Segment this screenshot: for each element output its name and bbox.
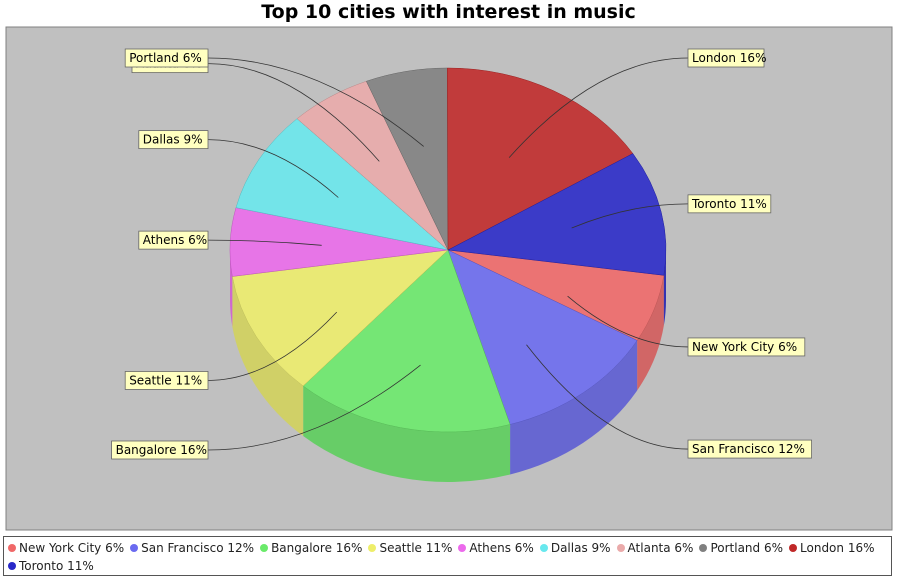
slice-label-dallas: Dallas 9% [143, 133, 203, 147]
pie-slice-san-francisco[interactable] [447, 249, 638, 425]
legend-swatch-icon [8, 562, 16, 570]
slice-label-box-toronto [687, 194, 772, 214]
slice-label-london: London 16% [692, 51, 766, 65]
slice-label-box-portland [124, 48, 209, 68]
legend-swatch-icon [616, 544, 625, 552]
legend-item-athens: Athens 6% [458, 539, 534, 557]
pie-slice-toronto[interactable] [447, 153, 667, 276]
slice-label-athens: Athens 6% [143, 233, 207, 247]
slice-label-box-dallas [138, 130, 209, 150]
slice-label-box-london [687, 48, 765, 68]
pie-side-seattle [232, 276, 304, 437]
legend: New York City 6% San Francisco 12% Bangalo… [3, 536, 892, 576]
pie-chart: New York City 6% San Francisco 12% Bangalo… [5, 26, 893, 531]
slice-label-box-seattle [124, 371, 209, 390]
slice-label-box-athens [138, 230, 209, 250]
legend-swatch-icon [458, 544, 467, 552]
pie-slice-dallas[interactable] [235, 118, 449, 251]
pie-side-san-francisco [510, 340, 638, 475]
chart-title: Top 10 cities with interest in music [261, 1, 636, 23]
legend-item-bangalore: Bangalore 16% [260, 539, 362, 557]
pie-slice-bangalore[interactable] [302, 249, 511, 433]
legend-item-portland: Portland 6% [699, 539, 783, 557]
leader-line-bangalore [207, 364, 421, 451]
leader-line-new-york-city [567, 295, 689, 348]
legend-label: San Francisco 12% [141, 541, 255, 555]
leader-line-athens [207, 239, 322, 246]
legend-swatch-icon [539, 544, 548, 552]
legend-item-toronto: Toronto 11% [8, 557, 94, 575]
slice-label-bangalore: Bangalore 16% [116, 443, 207, 457]
legend-label: Dallas 9% [550, 541, 611, 555]
pie-slice-seattle[interactable] [232, 249, 449, 387]
pie-slice-london[interactable] [447, 67, 634, 251]
legend-swatch-icon [699, 544, 708, 552]
leader-line-dallas [207, 139, 339, 198]
leader-line-seattle [207, 311, 338, 381]
legend-label: Atlanta 6% [627, 541, 694, 555]
slice-label-toronto: Toronto 11% [691, 197, 767, 211]
legend-swatch-icon [260, 544, 269, 552]
leader-line-london [508, 57, 689, 158]
pie-side-bangalore [303, 386, 511, 483]
leader-line-toronto [571, 203, 689, 229]
legend-item-san-francisco: San Francisco 12% [130, 539, 254, 557]
legend-swatch-icon [789, 544, 798, 552]
slice-label-san-francisco: San Francisco 12% [692, 442, 805, 456]
legend-label: Athens 6% [469, 541, 534, 555]
legend-label: Portland 6% [710, 541, 784, 555]
legend-item-new-york-city: New York City 6% [8, 539, 124, 557]
slice-label-portland: Portland 6% [129, 51, 202, 65]
leader-line-san-francisco [526, 344, 689, 450]
pie-side-athens [230, 250, 233, 327]
slice-label-new-york-city: New York City 6% [692, 340, 797, 354]
slice-label-seattle: Seattle 11% [129, 373, 202, 387]
legend-label: Toronto 11% [19, 559, 94, 573]
legend-label: London 16% [800, 541, 875, 555]
slice-label-box-new-york-city [687, 337, 806, 357]
slice-label-box-san-francisco [687, 439, 812, 459]
legend-label: Seattle 11% [379, 541, 453, 555]
pie-side-new-york-city [637, 275, 664, 391]
pie-side-toronto [663, 250, 666, 326]
legend-label: New York City 6% [19, 541, 125, 555]
legend-label: Bangalore 16% [271, 541, 363, 555]
slice-label-box-bangalore [111, 440, 209, 460]
legend-item-seattle: Seattle 11% [368, 539, 452, 557]
legend-swatch-icon [368, 544, 377, 552]
legend-swatch-icon [130, 544, 139, 552]
leader-line-atlanta [207, 63, 380, 162]
legend-item-atlanta: Atlanta 6% [616, 539, 694, 557]
leader-line-portland [207, 57, 424, 147]
legend-swatch-icon [8, 544, 16, 552]
legend-item-london: London 16% [789, 539, 875, 557]
legend-item-dallas: Dallas 9% [539, 539, 611, 557]
